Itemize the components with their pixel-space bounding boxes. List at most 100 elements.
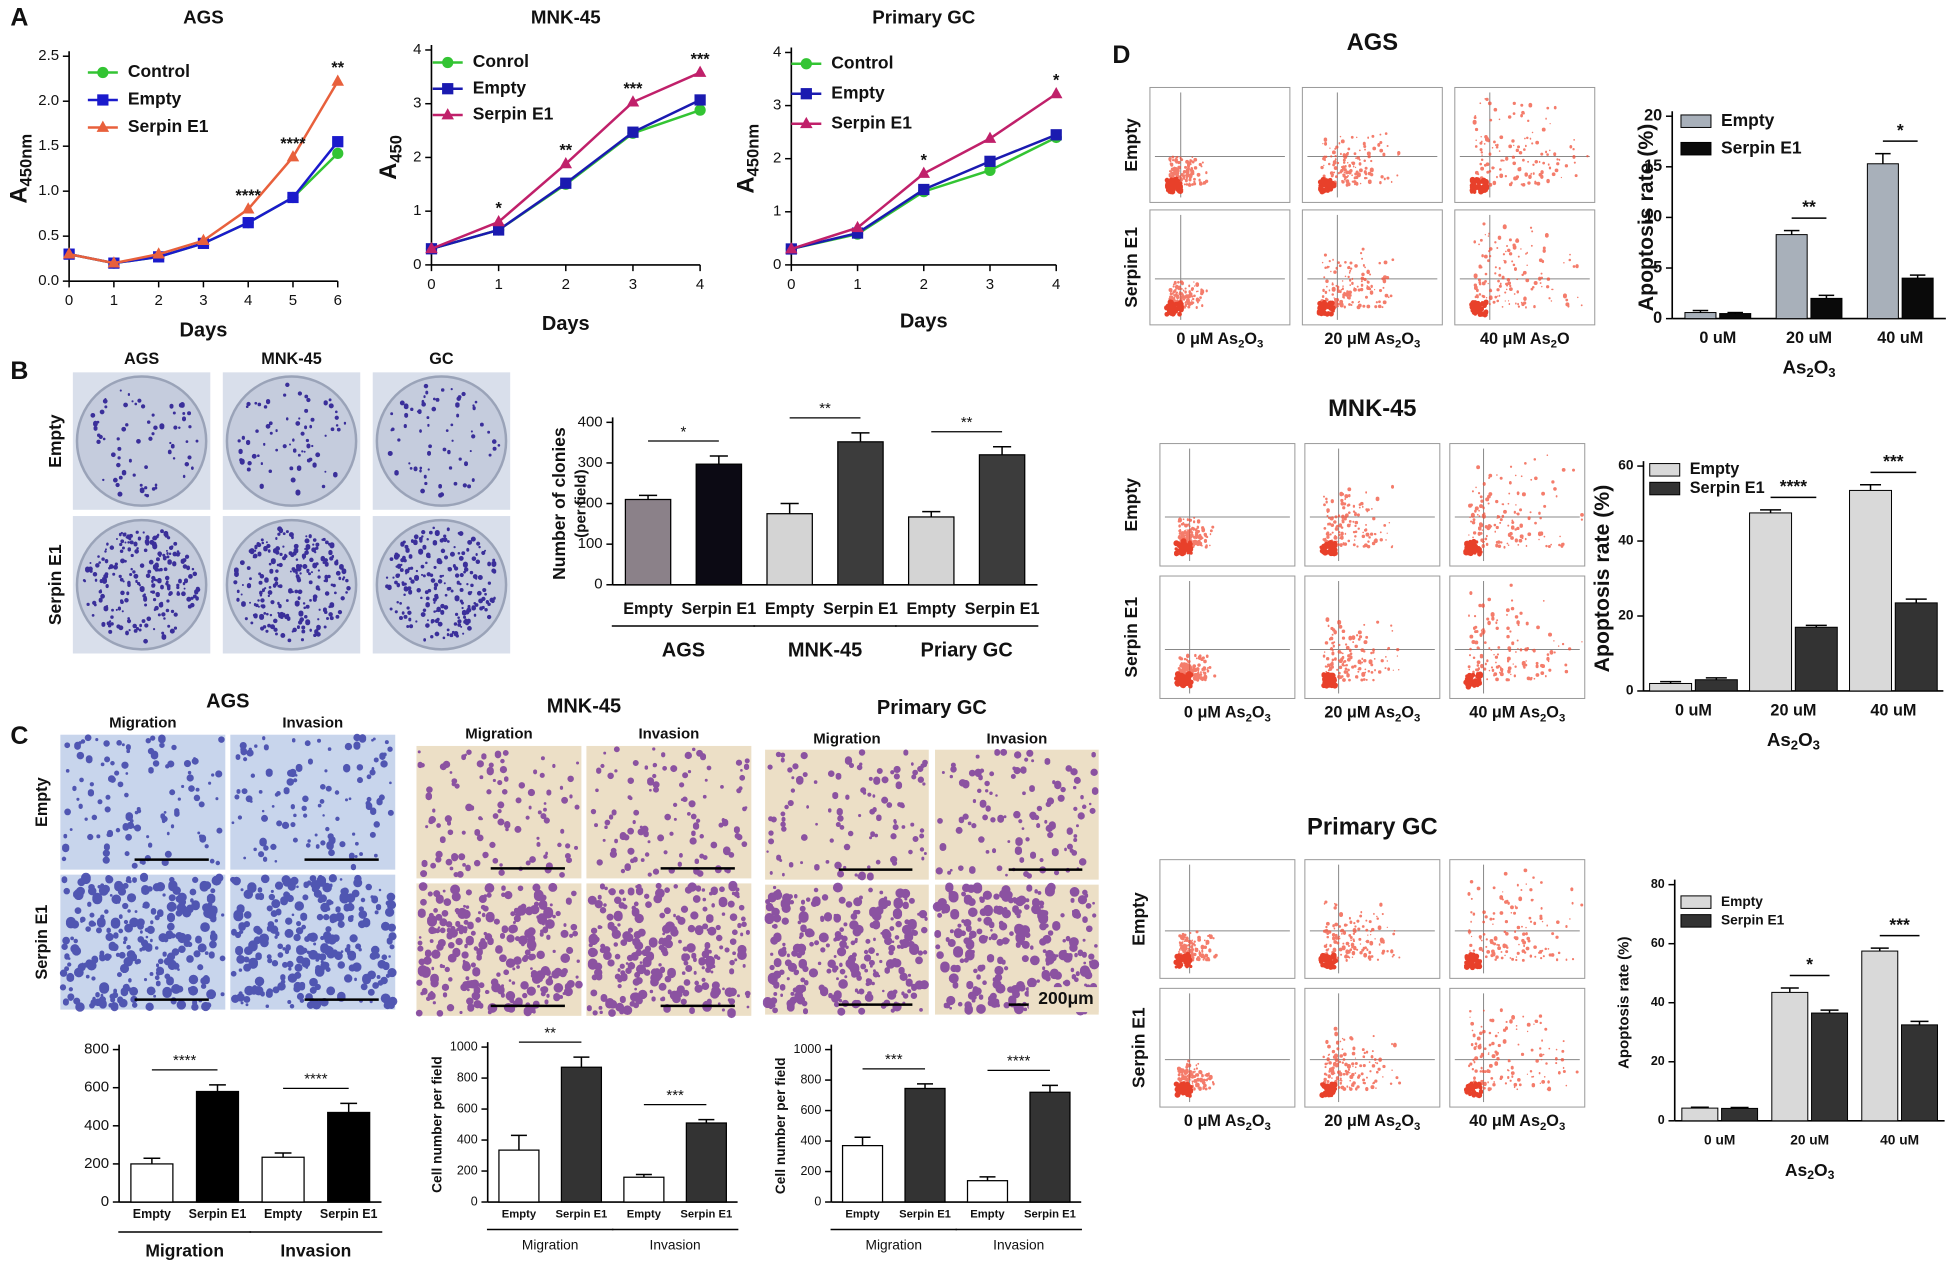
column-label-part: 0 μM As	[1176, 330, 1238, 348]
bar	[1749, 512, 1793, 692]
y-tick-label: 400	[84, 1117, 109, 1134]
y-tick-label: 20	[1651, 1054, 1665, 1068]
events-core	[1319, 539, 1338, 557]
y-tick-label: 5	[1653, 258, 1662, 276]
bar	[1719, 313, 1752, 320]
point	[984, 155, 996, 167]
row-label: Serpin E1	[45, 544, 65, 625]
column-label-part: 2	[1540, 712, 1546, 724]
y-tick-label: 0	[1626, 683, 1634, 698]
x-tick-label: 4	[244, 292, 252, 309]
bar	[904, 1087, 946, 1203]
x-tick-label: 2	[920, 276, 928, 293]
legend-swatch	[1680, 141, 1712, 156]
significance: **	[1802, 197, 1816, 217]
x-tick-label: Empty	[133, 1207, 171, 1221]
x-tick-label: Empty	[264, 1207, 302, 1221]
bar	[978, 454, 1026, 586]
bar	[766, 513, 813, 586]
image-panel-title: MNK-45	[1328, 396, 1416, 422]
x-axis-label-part: As	[1767, 729, 1791, 750]
x-axis-label-part: 3	[1813, 738, 1820, 753]
legend-marker	[442, 56, 454, 69]
column-label-part: 3	[1559, 1121, 1565, 1133]
significance: ****	[304, 1071, 327, 1088]
x-tick-label: 1	[494, 276, 502, 293]
bar	[195, 1090, 240, 1203]
bar	[841, 1144, 884, 1203]
significance: ***	[1889, 914, 1910, 934]
column-label-part: 2	[1395, 339, 1401, 351]
y-tick-label: 0	[413, 256, 421, 273]
significance: ****	[280, 135, 306, 153]
point	[984, 164, 996, 176]
row-label: Empty	[1121, 118, 1141, 172]
cells	[766, 749, 928, 881]
x-tick-label: Serpin E1	[681, 600, 756, 618]
column-label: 0 μM As2O3	[1184, 704, 1271, 725]
y-tick-label: 0	[773, 256, 781, 273]
column-label-part: O	[1546, 704, 1559, 722]
column-label-part: 2	[1395, 712, 1401, 724]
point	[242, 217, 254, 229]
significance: ***	[1883, 451, 1904, 471]
legend-marker	[800, 116, 813, 129]
row-label: Empty	[45, 414, 65, 468]
y-tick-label: 2	[773, 150, 781, 167]
bar	[498, 1149, 540, 1203]
column-label: 40 μM As2O	[1480, 330, 1570, 351]
legend-label: Serpin E1	[1721, 913, 1785, 928]
row-label: Serpin E1	[1121, 227, 1141, 308]
x-axis-label-part: 2	[1806, 366, 1813, 381]
events-core	[1316, 299, 1336, 317]
significance: ****	[1007, 1053, 1030, 1070]
significance: ***	[623, 80, 643, 98]
column-label-part: 3	[1414, 1121, 1420, 1133]
column-label-part: 0 μM As	[1184, 704, 1246, 722]
events-core	[1174, 671, 1194, 689]
legend-swatch	[1649, 463, 1681, 477]
events	[1472, 222, 1583, 309]
cells	[59, 872, 226, 1012]
column-label-part: 2	[1246, 712, 1252, 724]
legend-marker	[441, 108, 454, 120]
point	[492, 215, 505, 227]
panel-label: D	[1112, 41, 1130, 69]
row-label: Empty	[1129, 892, 1149, 946]
bar	[1901, 1024, 1938, 1122]
significance: ***	[885, 1051, 903, 1068]
x-tick-label: 1	[853, 276, 861, 293]
column-label: 20 μM As2O3	[1324, 704, 1420, 725]
bar	[837, 441, 884, 586]
y-tick-label: 2	[413, 148, 421, 165]
x-tick-label: Serpin E1	[320, 1207, 378, 1221]
significance: *	[681, 423, 687, 440]
x-tick-label: Empty	[765, 600, 815, 618]
x-axis-label-part: As	[1782, 357, 1806, 378]
scale-label-bg	[1028, 987, 1099, 1013]
x-tick-label: 0	[65, 292, 73, 309]
group-label: Migration	[866, 1237, 923, 1252]
significance: *	[1806, 954, 1813, 974]
y-tick-label: 60	[1651, 936, 1665, 950]
y-tick-label: 0	[594, 576, 602, 593]
y-axis-label: Cell number per field	[429, 1056, 444, 1193]
significance: **	[331, 59, 344, 77]
point	[493, 224, 505, 236]
significance: *	[1053, 72, 1060, 90]
point	[785, 242, 798, 254]
column-label-part: 3	[1265, 712, 1271, 724]
y-tick-label: 800	[84, 1041, 109, 1058]
point	[107, 256, 121, 268]
point	[918, 183, 930, 196]
legend-label: Empty	[1721, 894, 1763, 909]
dish	[75, 375, 208, 507]
panel-label: C	[10, 722, 28, 750]
group-label: Invasion	[280, 1241, 351, 1261]
legend-label: Conrol	[473, 51, 529, 71]
y-tick-label: 100	[578, 535, 603, 552]
x-axis-label-part: O	[1798, 729, 1813, 750]
y-axis-label-part: A	[734, 176, 760, 193]
column-label-part: O	[1401, 330, 1414, 348]
cells	[230, 874, 398, 1010]
